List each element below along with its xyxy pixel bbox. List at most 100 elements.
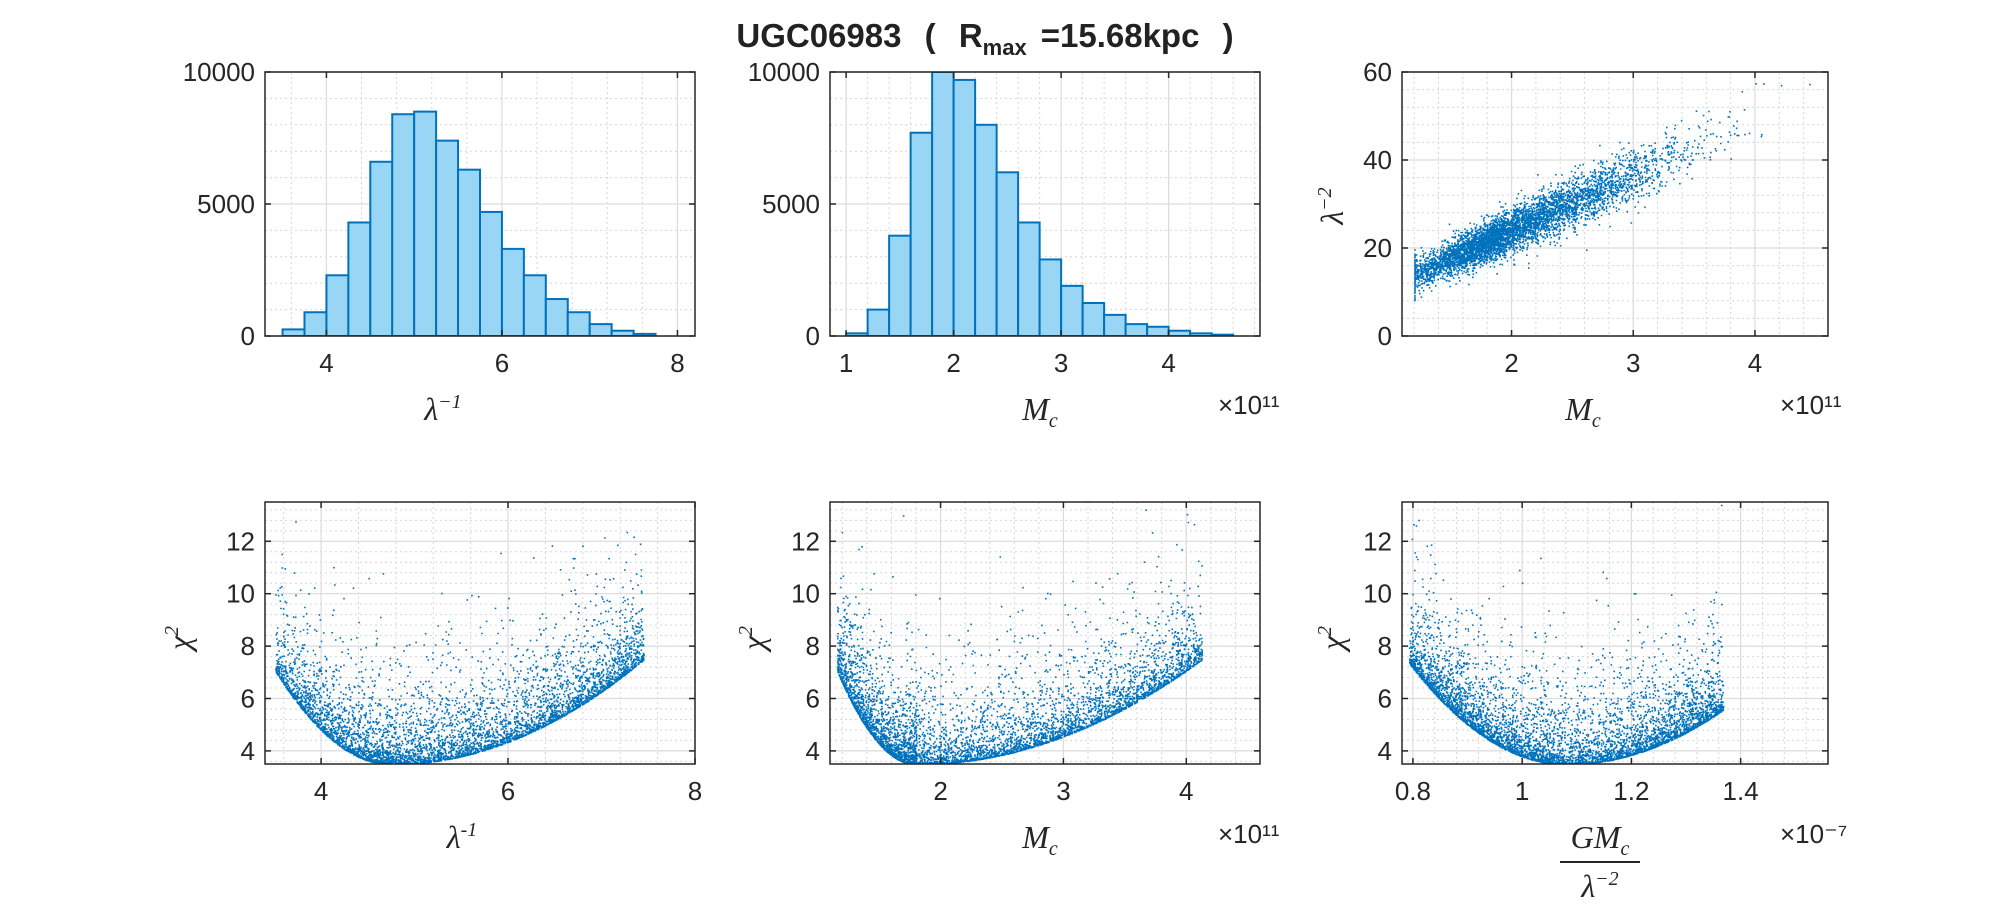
y-tick-label: 60	[1363, 57, 1392, 87]
svg-text:Mc: Mc	[1021, 819, 1058, 860]
title-r-sub: max	[983, 35, 1028, 60]
x-tick-label: 1.4	[1723, 776, 1759, 806]
y-tick-label: 8	[241, 631, 255, 661]
scatter-points	[275, 521, 645, 764]
y-tick-label: 12	[226, 526, 255, 556]
y-tick-label: 10000	[748, 57, 820, 87]
title-galaxy: UGC06983	[736, 17, 901, 54]
figure-title: UGC06983 ( Rmax =15.68kpc )	[736, 17, 1233, 60]
y-tick-label: 0	[1378, 321, 1392, 351]
bar-12	[544, 298, 569, 336]
y-tick-label: 4	[806, 736, 820, 766]
bar-10	[500, 247, 525, 336]
bar-7	[435, 139, 460, 336]
marks	[281, 110, 657, 336]
y-tick-label: 10000	[183, 57, 255, 87]
bar-2	[325, 274, 350, 336]
grid	[830, 502, 1261, 764]
y-tick-label: 20	[1363, 233, 1392, 263]
y-tick-label: 8	[1378, 631, 1392, 661]
bar-5	[391, 113, 416, 336]
bar-6	[413, 110, 438, 336]
y-tick-label: 10	[226, 579, 255, 609]
scatter-points	[1414, 83, 1811, 302]
panel-top-middle: 1 2 3 4 0 5000 10000 ×10¹¹	[748, 57, 1280, 420]
marks	[1414, 83, 1811, 302]
xlabel-p4: Mc	[1021, 819, 1058, 860]
x-tick-label: 2	[1504, 348, 1518, 378]
panel-bottom-left: 4 6 8 4 6 8 10 12	[226, 501, 702, 806]
ylabel-p4: χ2	[735, 626, 771, 653]
bar-9	[1038, 258, 1063, 336]
x-tick-label: 6	[501, 776, 515, 806]
y-tick-label: 6	[1378, 684, 1392, 714]
bar-3	[909, 131, 934, 336]
x-tick-label: 8	[688, 776, 702, 806]
x-tick-label: 3	[1054, 348, 1068, 378]
x-tick-label: 0.8	[1395, 776, 1431, 806]
bar-3	[347, 221, 372, 336]
y-tick-label: 10	[1363, 579, 1392, 609]
panel-bottom-right: 0.8 1 1.2 1.4 4 6 8 10 12 ×10⁻⁷	[1363, 501, 1847, 849]
bar-0	[281, 328, 306, 336]
svg-text:λ−1: λ−1	[423, 391, 461, 427]
y-tick-label: 0	[806, 321, 820, 351]
x-tick-label: 2	[933, 776, 947, 806]
bar-14	[1146, 325, 1170, 336]
axes-box	[829, 501, 1261, 765]
title-paren-open: (	[925, 17, 936, 54]
y-tick-label: 6	[806, 684, 820, 714]
xlabel-p0: λ−1	[423, 391, 461, 427]
svg-text:χ2: χ2	[1314, 626, 1350, 653]
bar-4	[369, 160, 394, 336]
y-tick-label: 12	[1363, 526, 1392, 556]
bar-15	[1167, 329, 1192, 336]
x-tick-label: 3	[1056, 776, 1070, 806]
x-tick-label: 1	[1515, 776, 1529, 806]
svg-text:λ−2: λ−2	[1580, 868, 1618, 904]
xlabel-p2: Mc	[1564, 391, 1601, 432]
x-tick-label: 2	[946, 348, 960, 378]
title-paren-close: )	[1223, 17, 1234, 54]
y-tick-label: 6	[241, 684, 255, 714]
y-tick-label: 40	[1363, 145, 1392, 175]
y-tick-label: 12	[791, 526, 820, 556]
x-tick-label: 4	[314, 776, 328, 806]
bar-4	[931, 72, 955, 336]
plot-area	[1402, 72, 1828, 336]
bar-5	[952, 78, 977, 336]
svg-text:GMc: GMc	[1571, 819, 1630, 860]
y-tick-label: 5000	[762, 189, 820, 219]
svg-text:χ2: χ2	[161, 626, 197, 653]
bar-1	[866, 308, 891, 336]
title-r: R	[959, 17, 983, 54]
y-tick-label: 8	[806, 631, 820, 661]
bar-7	[995, 171, 1020, 336]
marks	[275, 521, 645, 764]
axes-box	[1401, 501, 1829, 765]
y-tick-label: 10	[791, 579, 820, 609]
x-exponent: ×10¹¹	[1218, 819, 1280, 849]
xlabel-p3: λ-1	[446, 819, 478, 855]
title-r-value: =15.68kpc	[1041, 17, 1200, 54]
x-tick-label: 8	[670, 348, 684, 378]
bar-8	[457, 168, 481, 336]
bar-10	[1060, 284, 1084, 336]
bar-12	[1103, 313, 1127, 336]
marks	[845, 72, 1235, 336]
bar-13	[1124, 323, 1149, 336]
y-tick-label: 0	[241, 321, 255, 351]
x-tick-label: 4	[1161, 348, 1175, 378]
ylabel-p5: χ2	[1314, 626, 1350, 653]
axes-box	[264, 501, 696, 765]
x-tick-label: 4	[1748, 348, 1762, 378]
bar-11	[1081, 302, 1106, 336]
bar-2	[888, 234, 912, 336]
bar-13	[566, 311, 591, 336]
bar-1	[303, 311, 328, 336]
y-tick-label: 4	[1378, 736, 1392, 766]
bar-8	[1017, 221, 1041, 336]
panel-top-left: 4 6 8 0 5000 10000	[183, 57, 696, 378]
